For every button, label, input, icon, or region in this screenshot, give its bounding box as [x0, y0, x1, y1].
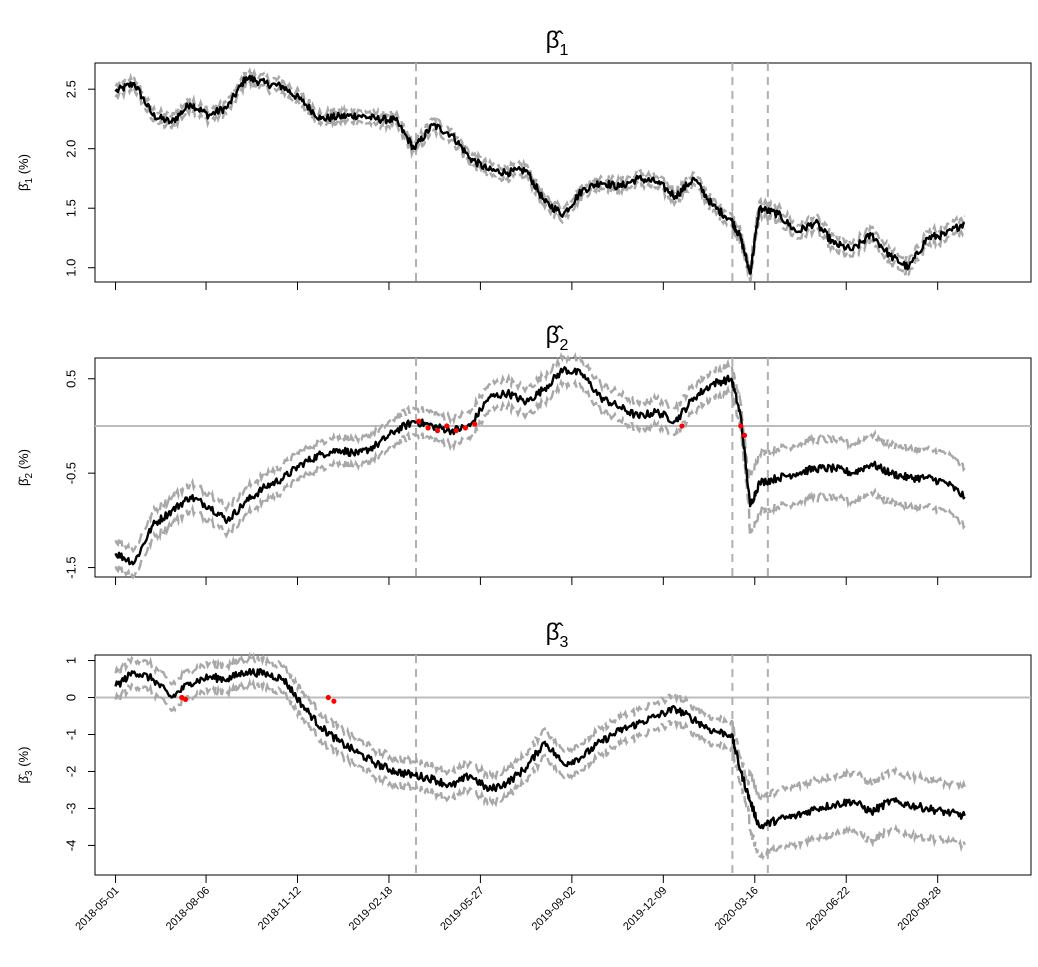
flagged-point — [444, 423, 450, 429]
estimate-line — [114, 366, 966, 566]
x-tick-label: 2019-12-09 — [621, 885, 669, 933]
panel-title: β̂1 — [546, 27, 569, 59]
upper-band-line — [114, 66, 966, 270]
upper-band-line — [114, 351, 966, 554]
lower-band-line — [114, 378, 966, 580]
flagged-point — [679, 423, 685, 429]
x-tick-label: 2018-08-06 — [164, 885, 212, 933]
flagged-point — [425, 425, 431, 431]
x-tick-label: 2019-02-18 — [347, 885, 395, 933]
lower-band-line — [114, 677, 966, 861]
flagged-point — [462, 425, 469, 431]
x-tick-label: 2020-06-22 — [804, 885, 852, 933]
y-tick-label: 2.0 — [64, 140, 79, 158]
x-tick-label: 2019-09-02 — [530, 885, 578, 933]
flagged-point — [453, 428, 459, 434]
y-tick-label: 0 — [64, 694, 79, 701]
y-tick-label: -0.5 — [64, 462, 79, 484]
panel-2: β̂2 β̂2 (%) -1.5 -0.5 0.5 — [16, 322, 1032, 585]
plot-frame — [94, 654, 1032, 876]
flagged-point — [325, 694, 331, 701]
flagged-point — [434, 428, 441, 434]
estimate-line — [114, 667, 966, 830]
y-tick-label: 1.5 — [64, 199, 79, 217]
flagged-point — [741, 432, 748, 439]
flagged-point — [416, 418, 422, 424]
estimate-line — [114, 74, 966, 275]
flagged-point — [182, 696, 189, 702]
x-tick-label: 2018-11-12 — [256, 885, 304, 933]
plot-frame — [94, 62, 1032, 283]
y-tick-label: 1 — [64, 657, 79, 664]
y-axis-label: β̂1 (%) — [16, 154, 35, 191]
y-axis-label: β̂2 (%) — [16, 449, 35, 486]
lower-band-line — [114, 77, 966, 282]
flagged-point — [472, 421, 478, 427]
x-tick-label: 2018-05-01 — [73, 885, 121, 933]
panel-3: β̂3 β̂3 (%) -4 -3 -2 -1 0 1 2018-05-01 2018-08-06… — [16, 619, 1032, 933]
x-tick-label: 2020-09-28 — [896, 885, 944, 933]
panel-title: β̂2 — [546, 322, 569, 354]
y-tick-label: 2.5 — [64, 80, 79, 98]
y-tick-label: -1 — [64, 729, 79, 741]
plot-frame — [94, 357, 1032, 578]
flagged-point — [738, 423, 744, 429]
flagged-point — [331, 698, 337, 704]
y-tick-label: -1.5 — [64, 556, 79, 578]
y-tick-label: -3 — [64, 803, 79, 815]
x-tick-label: 2019-05-27 — [438, 885, 486, 933]
y-tick-label: 1.0 — [64, 259, 79, 277]
y-axis-label: β̂3 (%) — [16, 747, 35, 784]
x-tick-label: 2020-03-16 — [713, 885, 761, 933]
panel-1: β̂1 β̂1 (%) 1.0 1.5 2.0 2.5 — [16, 27, 1032, 290]
y-tick-label: -4 — [64, 840, 79, 852]
panel-title: β̂3 — [546, 619, 569, 651]
y-tick-label: -2 — [64, 766, 79, 778]
y-tick-label: 0.5 — [64, 370, 79, 388]
upper-band-line — [114, 651, 966, 803]
